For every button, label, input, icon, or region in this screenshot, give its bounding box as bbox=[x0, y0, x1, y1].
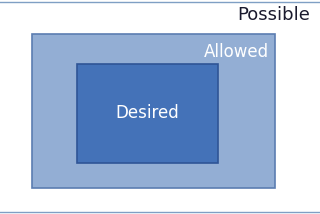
FancyBboxPatch shape bbox=[77, 64, 218, 163]
Text: Possible: Possible bbox=[237, 6, 310, 24]
Text: Allowed: Allowed bbox=[204, 43, 269, 61]
FancyBboxPatch shape bbox=[32, 34, 275, 188]
Text: Desired: Desired bbox=[115, 104, 179, 122]
